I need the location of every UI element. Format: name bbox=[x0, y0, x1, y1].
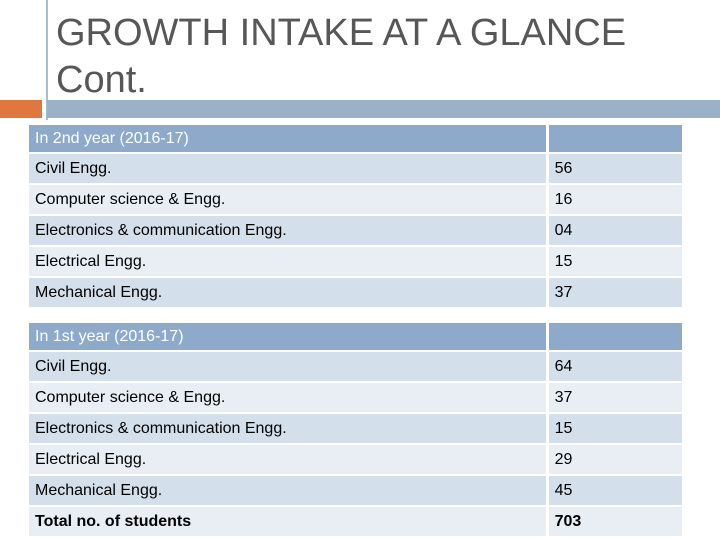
branch-cell: Electronics & communication Engg. bbox=[29, 414, 549, 445]
table-row: Computer science & Engg. 16 bbox=[29, 185, 682, 216]
first-year-intake-table: In 1st year (2016-17) Civil Engg. 64 Com… bbox=[29, 323, 682, 538]
slide-title-line1: GROWTH INTAKE AT A GLANCE bbox=[56, 12, 627, 54]
branch-cell: Electrical Engg. bbox=[29, 445, 549, 476]
branch-cell: Electronics & communication Engg. bbox=[29, 216, 549, 247]
slide-title: GROWTH INTAKE AT A GLANCE Cont. bbox=[56, 10, 696, 104]
branch-cell: Computer science & Engg. bbox=[29, 185, 549, 216]
table-row: Electrical Engg. 15 bbox=[29, 247, 682, 278]
count-cell: 29 bbox=[548, 445, 682, 476]
count-cell: 16 bbox=[548, 185, 682, 216]
table-row: Mechanical Engg. 37 bbox=[29, 278, 682, 309]
branch-cell: Electrical Engg. bbox=[29, 247, 549, 278]
count-cell: 56 bbox=[548, 154, 682, 185]
count-cell: 15 bbox=[548, 414, 682, 445]
count-cell: 04 bbox=[548, 216, 682, 247]
table-row: Civil Engg. 56 bbox=[29, 154, 682, 185]
second-year-intake-table: In 2nd year (2016-17) Civil Engg. 56 Com… bbox=[29, 125, 682, 309]
total-row: Total no. of students 703 bbox=[29, 507, 682, 538]
slide-title-line2: Cont. bbox=[56, 59, 147, 101]
branch-cell: Civil Engg. bbox=[29, 154, 549, 185]
table-row: Civil Engg. 64 bbox=[29, 352, 682, 383]
branch-cell: Mechanical Engg. bbox=[29, 476, 549, 507]
title-vertical-rule bbox=[46, 0, 48, 120]
first-year-header: In 1st year (2016-17) bbox=[29, 323, 549, 352]
count-cell: 37 bbox=[548, 278, 682, 309]
accent-bar bbox=[0, 100, 42, 118]
branch-cell: Civil Engg. bbox=[29, 352, 549, 383]
table-row: Electronics & communication Engg. 15 bbox=[29, 414, 682, 445]
count-cell: 37 bbox=[548, 383, 682, 414]
table-header-row: In 1st year (2016-17) bbox=[29, 323, 682, 352]
branch-cell: Computer science & Engg. bbox=[29, 383, 549, 414]
first-year-header-value bbox=[548, 323, 682, 352]
total-label: Total no. of students bbox=[29, 507, 549, 538]
count-cell: 15 bbox=[548, 247, 682, 278]
title-underline-bar bbox=[47, 100, 720, 118]
count-cell: 45 bbox=[548, 476, 682, 507]
second-year-header-value bbox=[548, 125, 682, 154]
table-row: Electronics & communication Engg. 04 bbox=[29, 216, 682, 247]
table-row: Computer science & Engg. 37 bbox=[29, 383, 682, 414]
table-row: Electrical Engg. 29 bbox=[29, 445, 682, 476]
table-row: Mechanical Engg. 45 bbox=[29, 476, 682, 507]
table-header-row: In 2nd year (2016-17) bbox=[29, 125, 682, 154]
count-cell: 64 bbox=[548, 352, 682, 383]
total-value: 703 bbox=[548, 507, 682, 538]
branch-cell: Mechanical Engg. bbox=[29, 278, 549, 309]
second-year-header: In 2nd year (2016-17) bbox=[29, 125, 549, 154]
